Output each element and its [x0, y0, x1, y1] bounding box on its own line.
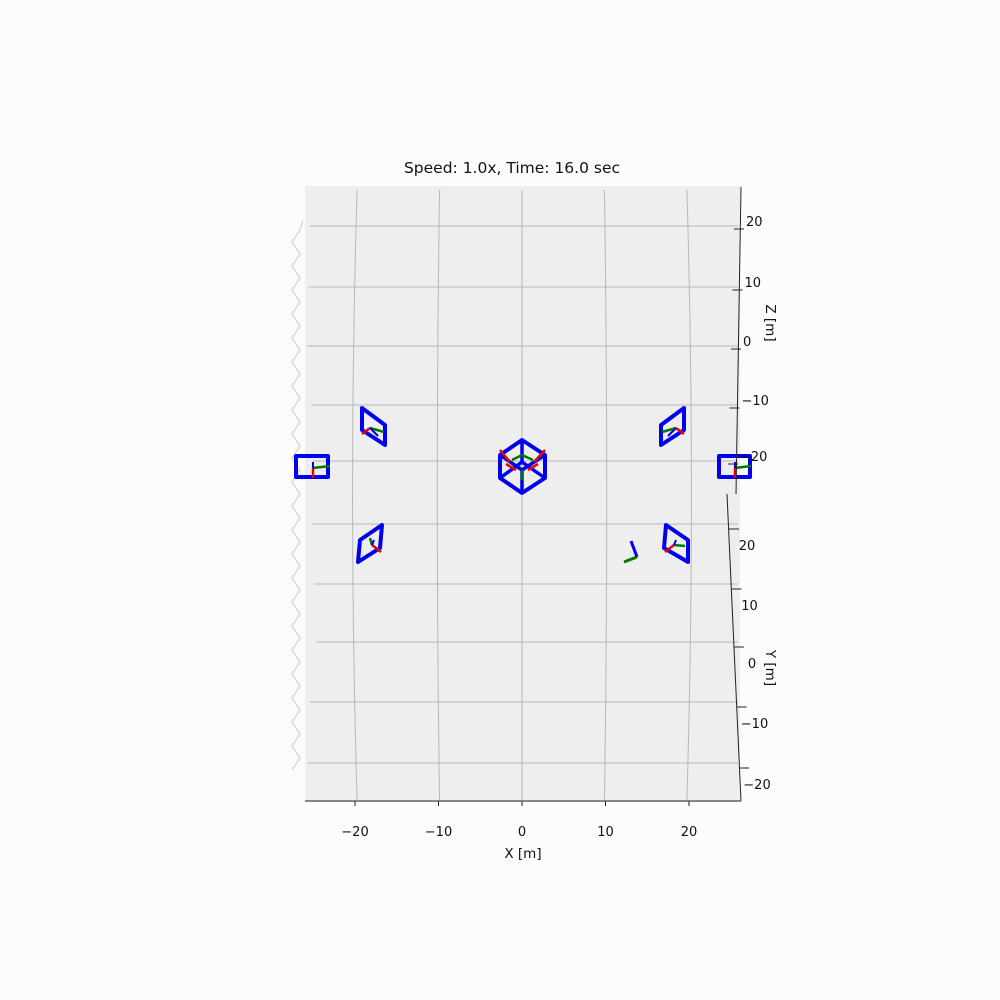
x-grid-line-4 [686, 189, 692, 801]
tick-labels: −20 −10 0 10 20 20 10 0 −10 −20 20 10 0 −10 −20 [341, 215, 770, 840]
x-grid-line-0 [352, 189, 358, 801]
z-tick-label-0: 20 [746, 215, 763, 230]
z-axis-label: Z [m] [762, 304, 778, 341]
camera-frames [294, 406, 752, 564]
camera-axis-z-4 [371, 539, 375, 546]
camera-axis-y-5 [673, 543, 686, 548]
cube-axis-3 [527, 462, 539, 472]
camera-axis-y-3 [734, 464, 752, 470]
x-tick-label-0: −20 [341, 825, 368, 840]
cube-axis-0 [499, 449, 511, 463]
cube-axis-2 [505, 462, 517, 472]
x-tick-label-2: 0 [518, 825, 526, 840]
camera-axis-z-1 [667, 427, 677, 437]
camera-frame-4 [356, 523, 384, 564]
camera-frame-2 [294, 454, 331, 479]
z-tick-label-2: 0 [743, 335, 751, 350]
camera-frame-3 [717, 454, 752, 479]
y-tick-label-2: 0 [748, 657, 756, 672]
cube-edge-0 [499, 453, 523, 472]
cube-axis-5 [521, 453, 534, 462]
z-tick-label-1: 10 [745, 276, 762, 291]
camera-frame-5 [662, 523, 690, 564]
camera-axis-x-1 [675, 427, 685, 435]
camera-frame-outline-0 [360, 406, 387, 447]
z-tick-label-4: −20 [740, 450, 767, 465]
camera-frame-0 [360, 406, 387, 447]
camera-frame-outline-1 [659, 406, 686, 447]
camera-frame-outline-5 [662, 523, 690, 564]
z-tick-label-3: −10 [742, 394, 769, 409]
z-axis-line [735, 186, 742, 495]
x-tick-label-1: −10 [425, 825, 452, 840]
x-tick-label-3: 10 [597, 825, 614, 840]
x-tick-label-4: 20 [681, 825, 698, 840]
camera-axis-x-5 [664, 544, 675, 553]
camera-axis-y-1 [661, 426, 677, 434]
y-tick-label-0: 20 [739, 539, 756, 554]
camera-axis-y-2 [312, 464, 331, 470]
pane-edge [291, 219, 304, 771]
camera-frame-outline-3 [717, 454, 752, 479]
cube-axis-1 [533, 449, 546, 463]
chart-title: Speed: 1.0x, Time: 16.0 sec [404, 159, 620, 177]
y-tick-label-3: −10 [741, 717, 768, 732]
camera-axis-z-5 [673, 539, 677, 546]
camera-axis-y-0 [369, 426, 385, 434]
cube-axis-4 [511, 453, 523, 462]
x-grid-line-3 [603, 189, 608, 801]
loose-axis-y [623, 555, 638, 564]
center-cube [498, 438, 547, 495]
axes [305, 186, 749, 806]
camera-frame-outline-4 [356, 523, 384, 564]
x-grid-line-1 [436, 189, 441, 801]
y-axis-label: Y [m] [762, 649, 778, 686]
y-tick-label-1: 10 [741, 599, 758, 614]
x-axis-label: X [m] [504, 846, 541, 862]
camera-frame-outline-2 [294, 454, 330, 479]
camera-axis-x-0 [361, 427, 371, 435]
camera-axis-z-0 [369, 427, 379, 437]
camera-axis-x-4 [371, 544, 382, 553]
cube-edge-5 [521, 460, 546, 480]
loose-triad [623, 540, 639, 564]
camera-frame-1 [659, 406, 686, 447]
cube-edge-1 [521, 453, 546, 472]
cube-edge-4 [498, 460, 524, 480]
y-tick-label-4: −20 [743, 778, 770, 793]
loose-axis-z [629, 540, 639, 558]
